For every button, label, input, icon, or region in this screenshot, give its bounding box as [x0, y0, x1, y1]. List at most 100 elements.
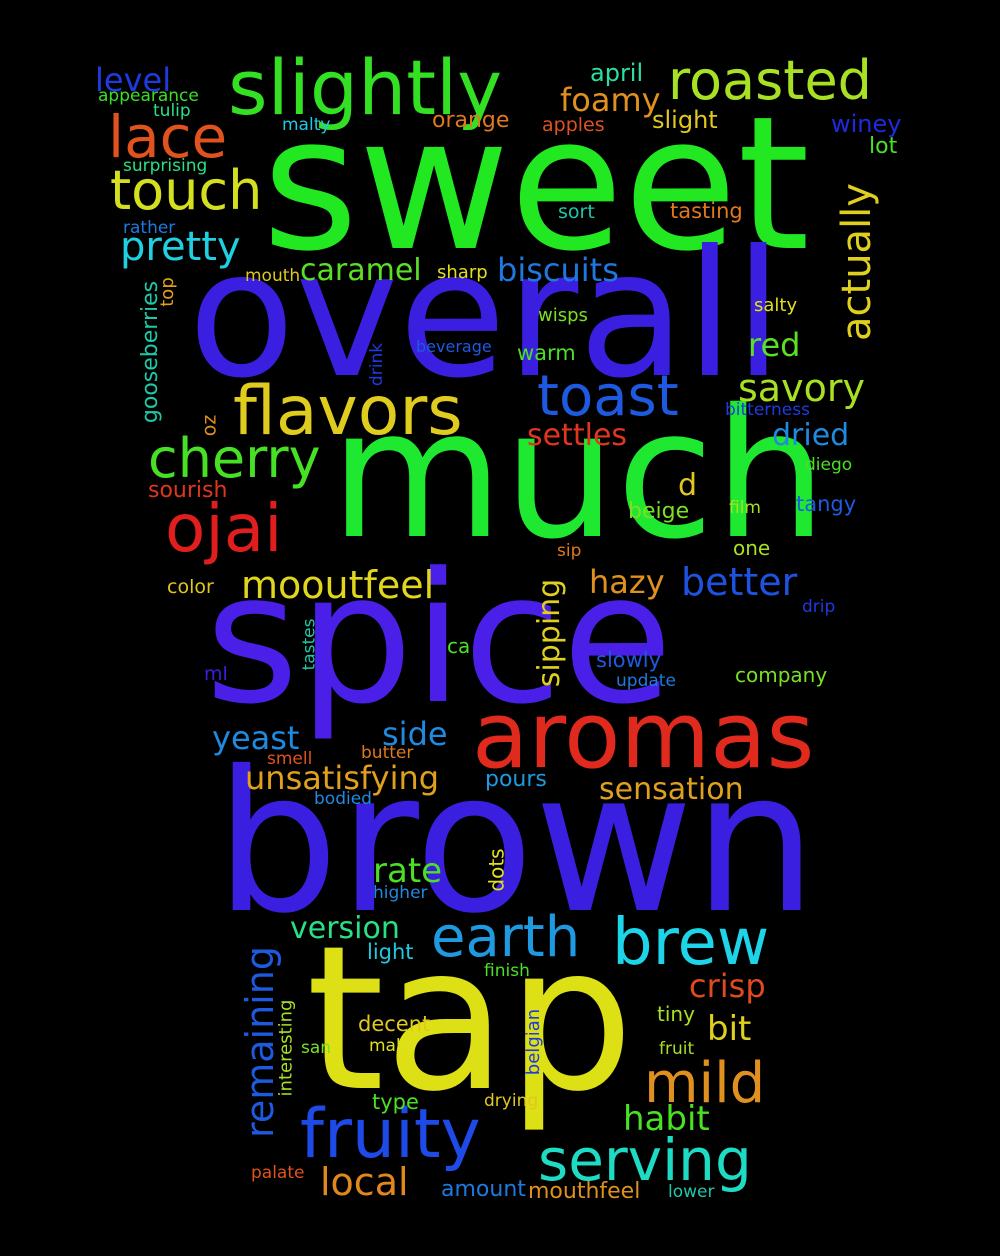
- word-orange: orange: [432, 108, 510, 133]
- word-side: side: [382, 715, 448, 753]
- word-malty: malty: [282, 115, 331, 135]
- word-rate: rate: [373, 851, 443, 891]
- word-tap: tap: [306, 903, 634, 1136]
- word-biscuits: biscuits: [497, 251, 619, 289]
- word-company: company: [735, 663, 828, 687]
- word-mild: mild: [644, 1051, 766, 1116]
- word-savory: savory: [738, 366, 865, 410]
- word-lot: lot: [869, 134, 898, 159]
- word-sweet: sweet: [262, 76, 810, 292]
- word-make: make: [369, 1036, 416, 1056]
- word-tangy: tangy: [796, 492, 857, 516]
- word-smell: smell: [267, 749, 313, 769]
- word-better: better: [681, 560, 798, 604]
- word-level: level: [95, 61, 172, 99]
- word-type: type: [372, 1090, 419, 1114]
- word-slowly: slowly: [596, 648, 662, 672]
- word-spice: spice: [205, 535, 673, 744]
- word-settles: settles: [527, 418, 628, 453]
- word-salty: salty: [754, 295, 798, 316]
- word-slight: slight: [652, 106, 718, 134]
- word-red: red: [748, 326, 801, 364]
- word-mouthfeel: mouthfeel: [528, 1179, 641, 1204]
- word-version: version: [290, 911, 400, 946]
- word-fruity: fruity: [300, 1095, 481, 1174]
- word-lower: lower: [668, 1182, 715, 1202]
- word-dots: dots: [484, 848, 509, 892]
- word-higher: higher: [373, 883, 428, 903]
- word-foamy: foamy: [560, 81, 661, 119]
- word-light: light: [367, 940, 414, 964]
- word-sensation: sensation: [599, 772, 744, 807]
- word-top: top: [156, 277, 178, 307]
- word-toast: toast: [537, 364, 679, 429]
- word-mooutfeel: mooutfeel: [241, 563, 435, 607]
- word-bitterness: bitterness: [725, 400, 810, 420]
- word-april: april: [590, 59, 644, 87]
- word-brown: brown: [215, 729, 818, 956]
- word-ml: ml: [204, 663, 228, 685]
- word-caramel: caramel: [300, 253, 422, 288]
- word-fruit: fruit: [659, 1039, 695, 1059]
- word-appearance: appearance: [98, 86, 199, 106]
- word-yeast: yeast: [212, 719, 300, 757]
- word-aromas: aromas: [472, 682, 815, 789]
- word-tastes: tastes: [299, 618, 320, 670]
- word-color: color: [167, 576, 214, 598]
- word-san: san: [301, 1038, 332, 1058]
- word-wisps: wisps: [538, 305, 588, 326]
- word-touch: touch: [110, 159, 263, 222]
- word-local: local: [320, 1160, 409, 1204]
- word-film: film: [729, 498, 761, 518]
- word-interesting: interesting: [274, 999, 296, 1097]
- word-lace: lace: [108, 103, 228, 171]
- word-serving: serving: [538, 1126, 752, 1194]
- word-d: d: [678, 468, 698, 503]
- word-tiny: tiny: [657, 1002, 695, 1026]
- word-earth: earth: [431, 905, 581, 970]
- word-belgian: belgian: [523, 1008, 545, 1076]
- word-beverage: beverage: [416, 337, 492, 356]
- word-drink: drink: [366, 342, 387, 386]
- word-palate: palate: [251, 1163, 305, 1183]
- word-winey: winey: [831, 110, 902, 138]
- word-pours: pours: [485, 767, 547, 792]
- word-unsatisfying: unsatisfying: [245, 759, 440, 797]
- word-warm: warm: [517, 341, 576, 365]
- word-one: one: [733, 536, 771, 560]
- word-sort: sort: [558, 201, 595, 223]
- word-ojai: ojai: [165, 490, 283, 567]
- word-surprising: surprising: [123, 156, 208, 176]
- word-hazy: hazy: [589, 563, 665, 601]
- word-beige: beige: [628, 499, 690, 524]
- word-habit: habit: [623, 1099, 710, 1139]
- word-diego: diego: [805, 455, 853, 475]
- word-rather: rather: [123, 218, 176, 238]
- word-mouth: mouth: [245, 266, 301, 286]
- word-sharp: sharp: [437, 262, 488, 283]
- word-crisp: crisp: [689, 967, 766, 1005]
- word-pretty: pretty: [120, 224, 241, 270]
- word-remaining: remaining: [237, 946, 282, 1138]
- word-drying: drying: [484, 1091, 539, 1111]
- word-bit: bit: [707, 1009, 752, 1049]
- word-tulip: tulip: [153, 101, 191, 121]
- word-dried: dried: [772, 418, 850, 453]
- word-bodied: bodied: [314, 789, 372, 809]
- word-roasted: roasted: [668, 49, 872, 112]
- word-sourish: sourish: [148, 478, 228, 503]
- word-update: update: [616, 671, 676, 691]
- word-overall: overall: [188, 214, 783, 417]
- word-butter: butter: [361, 743, 414, 763]
- word-actually: actually: [833, 183, 880, 341]
- word-decent: decent: [358, 1012, 431, 1036]
- word-cherry: cherry: [148, 427, 321, 490]
- word-finish: finish: [484, 961, 530, 981]
- word-brew: brew: [612, 906, 770, 980]
- word-sip: sip: [557, 541, 582, 561]
- word-sipping: sipping: [532, 578, 568, 688]
- word-amount: amount: [441, 1177, 526, 1202]
- word-slightly: slightly: [228, 43, 503, 132]
- word-much: much: [330, 371, 827, 578]
